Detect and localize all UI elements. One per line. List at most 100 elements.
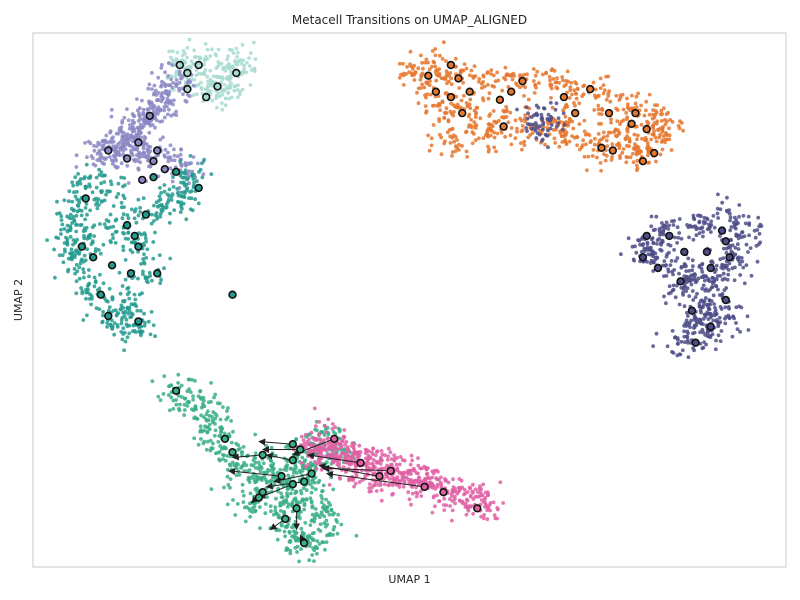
cell-point <box>152 203 156 208</box>
cell-point <box>74 213 79 218</box>
cell-point <box>631 151 635 156</box>
cell-point <box>429 64 434 69</box>
cell-point <box>483 501 488 505</box>
cell-point <box>288 548 293 553</box>
cell-point <box>677 231 682 235</box>
cell-point <box>533 73 538 78</box>
cell-point <box>114 313 119 318</box>
cell-point <box>482 497 487 502</box>
cell-point <box>112 332 117 337</box>
cell-point <box>684 269 689 273</box>
cell-point <box>240 450 245 454</box>
cell-point <box>513 118 518 123</box>
cell-point <box>122 196 127 201</box>
cell-point <box>463 491 467 496</box>
cell-point <box>172 158 177 163</box>
metacell-marker <box>665 231 674 241</box>
cell-point <box>471 511 475 516</box>
cell-point <box>402 458 407 463</box>
cell-point <box>288 491 293 496</box>
cell-point <box>126 285 131 290</box>
cell-point <box>488 508 492 513</box>
cell-point <box>616 142 621 147</box>
cell-point <box>734 232 739 237</box>
cell-point <box>127 309 132 313</box>
cell-point <box>238 446 242 451</box>
cell-point <box>74 153 79 158</box>
cell-point <box>210 418 215 422</box>
cell-point <box>671 223 676 227</box>
cell-point <box>336 426 341 431</box>
cell-point <box>126 216 131 221</box>
cell-point <box>360 478 365 483</box>
cell-point <box>495 506 500 510</box>
cell-point <box>314 467 319 471</box>
cell-point <box>234 46 239 51</box>
cell-point <box>548 100 553 105</box>
cell-point <box>572 135 577 140</box>
cell-point <box>298 470 303 475</box>
cell-point <box>439 76 444 80</box>
cell-point <box>446 480 451 485</box>
cell-point <box>658 241 663 246</box>
cell-point <box>636 238 640 242</box>
cell-point <box>376 459 381 464</box>
cell-point <box>707 302 711 307</box>
cell-point <box>70 221 74 225</box>
cell-point <box>251 463 256 468</box>
cell-point <box>75 182 80 187</box>
cell-point <box>126 118 131 123</box>
cell-point <box>350 441 355 445</box>
cell-point <box>108 130 112 135</box>
cell-point <box>290 487 295 492</box>
cell-point <box>308 523 313 527</box>
cell-point <box>143 275 148 279</box>
cell-point <box>748 246 753 251</box>
cell-point <box>413 70 418 75</box>
cell-point <box>74 229 79 234</box>
cell-point <box>563 138 568 143</box>
cell-point <box>174 109 179 114</box>
cell-point <box>733 215 737 220</box>
cell-point <box>358 450 363 454</box>
cell-point <box>168 83 173 88</box>
cell-point <box>682 340 687 344</box>
cell-point <box>479 493 483 498</box>
cell-point <box>92 234 96 239</box>
cell-point <box>335 531 340 536</box>
cell-point <box>193 378 197 383</box>
cell-point <box>451 489 456 494</box>
cell-point <box>726 272 731 277</box>
cell-point <box>564 142 569 147</box>
cell-point <box>669 259 674 263</box>
cell-point <box>677 302 682 307</box>
metacell-marker <box>81 194 90 203</box>
cell-point <box>448 71 453 75</box>
cell-point <box>225 57 230 62</box>
cell-point <box>111 144 116 149</box>
cell-point <box>562 134 567 139</box>
cell-point <box>414 485 418 490</box>
cell-point <box>59 227 63 232</box>
cell-point <box>623 137 628 142</box>
cell-point <box>148 145 153 149</box>
cell-point <box>708 315 713 320</box>
cell-point <box>93 279 98 283</box>
cell-point <box>431 495 436 500</box>
cell-point <box>59 232 63 236</box>
cell-point <box>87 268 91 272</box>
cell-point <box>720 200 725 205</box>
metacell-marker <box>258 450 267 460</box>
cell-point <box>294 538 298 543</box>
cell-point <box>198 167 203 172</box>
cell-point <box>181 92 185 96</box>
cell-point <box>386 446 391 451</box>
cell-point <box>99 181 104 186</box>
cell-point <box>141 257 146 261</box>
cell-point <box>633 101 638 106</box>
cell-point <box>330 452 335 456</box>
cell-point <box>468 493 473 498</box>
cell-point <box>473 126 478 130</box>
cell-point <box>663 122 668 127</box>
cell-point <box>504 73 509 77</box>
